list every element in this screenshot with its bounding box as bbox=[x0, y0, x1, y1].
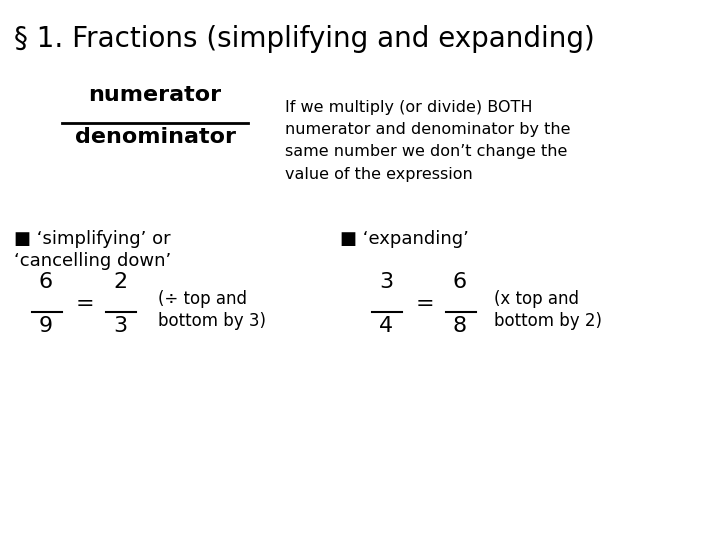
Text: § 1. Fractions (simplifying and expanding): § 1. Fractions (simplifying and expandin… bbox=[14, 25, 595, 53]
Text: 6: 6 bbox=[453, 272, 467, 292]
Text: 8: 8 bbox=[453, 316, 467, 336]
Text: 2: 2 bbox=[113, 272, 127, 292]
Text: =: = bbox=[76, 294, 94, 314]
Text: 6: 6 bbox=[39, 272, 53, 292]
Text: denominator: denominator bbox=[74, 127, 235, 147]
Text: numerator: numerator bbox=[89, 85, 222, 105]
Text: ‘cancelling down’: ‘cancelling down’ bbox=[14, 252, 171, 270]
Text: 3: 3 bbox=[379, 272, 393, 292]
Text: 4: 4 bbox=[379, 316, 393, 336]
Text: (÷ top and: (÷ top and bbox=[158, 290, 247, 308]
Text: If we multiply (or divide) BOTH
numerator and denominator by the
same number we : If we multiply (or divide) BOTH numerato… bbox=[285, 100, 570, 181]
Text: ■ ‘simplifying’ or: ■ ‘simplifying’ or bbox=[14, 230, 171, 248]
Text: =: = bbox=[415, 294, 434, 314]
Text: 9: 9 bbox=[39, 316, 53, 336]
Text: bottom by 3): bottom by 3) bbox=[158, 312, 266, 330]
Text: ■ ‘expanding’: ■ ‘expanding’ bbox=[340, 230, 469, 248]
Text: 3: 3 bbox=[113, 316, 127, 336]
Text: bottom by 2): bottom by 2) bbox=[494, 312, 602, 330]
Text: (x top and: (x top and bbox=[494, 290, 579, 308]
